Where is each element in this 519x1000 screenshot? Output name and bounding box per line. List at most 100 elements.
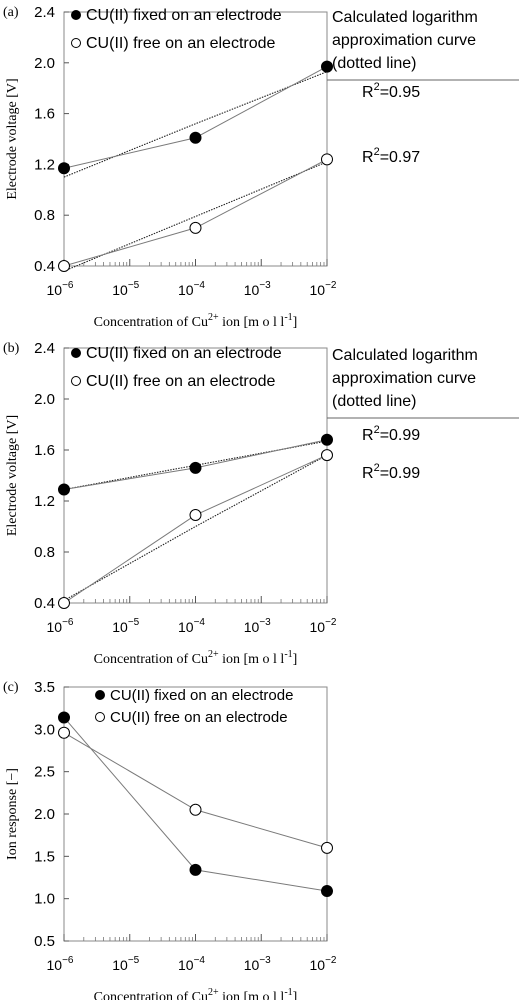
y-tick-label: 2.4 — [34, 340, 55, 357]
y-tick-label: 2.0 — [34, 391, 55, 408]
x-label-text: ion [m o l l — [219, 315, 285, 330]
chart-panel-2: (b)0.40.81.21.62.02.410−6 10−5 10−4 10−3 10−… — [3, 340, 519, 667]
r-squared-base: R — [362, 149, 374, 166]
y-tick-label: 1.5 — [34, 848, 55, 865]
legend-marker-1 — [71, 10, 81, 20]
chart-panel-1: (a)0.40.81.21.62.02.410−6 10−5 10−4 10−3 10−… — [3, 4, 519, 330]
x-label-text: Concentration of Cu — [94, 652, 208, 667]
r-squared-label-2: R2=0.99 — [362, 462, 420, 482]
x-tick-exponent: −5 — [128, 955, 140, 966]
x-tick-exponent: −3 — [259, 617, 271, 628]
x-label-superscript: 2+ — [208, 649, 219, 660]
x-tick-exponent: −5 — [128, 617, 140, 628]
x-tick-label: 10−5 — [112, 617, 139, 635]
data-point-series-2 — [58, 726, 70, 739]
x-tick-exponent: −6 — [62, 617, 74, 628]
x-tick-exponent: −6 — [62, 280, 74, 291]
x-tick-label: 10−3 — [244, 617, 271, 635]
x-tick-label: 10−6 — [47, 617, 74, 635]
x-tick-base: 10 — [310, 957, 326, 973]
x-tick-exponent: −6 — [62, 955, 74, 966]
data-point-series-2 — [321, 449, 333, 462]
legend-label-1: CU(II) fixed on an electrode — [86, 7, 282, 24]
y-tick-label: 1.0 — [34, 891, 55, 908]
series-line-2 — [63, 158, 328, 267]
r-squared-base: R — [362, 427, 374, 444]
fit-line-series-2 — [63, 454, 328, 601]
r-squared-value: =0.99 — [380, 465, 421, 482]
x-tick-base: 10 — [310, 282, 326, 298]
legend-label-2: CU(II) free on an electrode — [110, 709, 288, 726]
series-line-1 — [63, 66, 328, 169]
x-label-superscript: 2+ — [208, 312, 219, 323]
data-point-series-1 — [321, 433, 333, 446]
x-tick-label: 10−2 — [310, 617, 337, 635]
legend-marker-2 — [71, 38, 81, 48]
r-squared-label-1: R2=0.95 — [362, 81, 420, 101]
x-label-superscript: -1 — [284, 987, 292, 998]
x-label-text: Concentration of Cu — [94, 315, 208, 330]
x-tick-label: 10−2 — [310, 280, 337, 298]
x-tick-base: 10 — [112, 957, 128, 973]
r-squared-value: =0.95 — [380, 84, 421, 101]
x-tick-base: 10 — [178, 619, 194, 635]
x-tick-base: 10 — [47, 619, 63, 635]
legend-label-1: CU(II) fixed on an electrode — [110, 687, 293, 704]
r-squared-superscript: 2 — [374, 146, 380, 158]
r-squared-base: R — [362, 465, 374, 482]
x-tick-label: 10−6 — [47, 955, 74, 973]
x-tick-exponent: −2 — [325, 955, 337, 966]
data-point-series-1 — [58, 483, 70, 496]
x-axis-label: Concentration of Cu2+ ion [m o l l-1] — [94, 649, 298, 667]
x-label-text: Concentration of Cu — [94, 990, 208, 1000]
annotation-line-3: (dotted line) — [332, 393, 417, 410]
annotation-line-1: Calculated logarithm — [332, 347, 478, 364]
x-tick-exponent: −4 — [194, 955, 206, 966]
y-axis-label: Ion response [−] — [5, 768, 20, 860]
data-point-series-1 — [58, 711, 70, 724]
x-label-superscript: 2+ — [208, 987, 219, 998]
x-axis-label: Concentration of Cu2+ ion [m o l l-1] — [94, 987, 298, 1000]
data-point-series-2 — [321, 841, 333, 854]
x-label-text: ] — [293, 652, 298, 667]
y-tick-label: 2.4 — [34, 4, 55, 21]
series-line-2 — [63, 732, 328, 849]
x-tick-exponent: −3 — [259, 280, 271, 291]
x-tick-label: 10−4 — [178, 280, 205, 298]
x-axis-label: Concentration of Cu2+ ion [m o l l-1] — [94, 312, 298, 330]
x-label-text: ion [m o l l — [219, 652, 285, 667]
x-tick-base: 10 — [112, 282, 128, 298]
data-point-series-2 — [189, 509, 202, 522]
x-tick-exponent: −4 — [194, 617, 206, 628]
r-squared-label-1: R2=0.99 — [362, 424, 420, 444]
x-tick-label: 10−5 — [112, 955, 139, 973]
x-tick-base: 10 — [310, 619, 326, 635]
x-tick-base: 10 — [244, 957, 260, 973]
data-point-series-2 — [189, 803, 202, 816]
x-tick-label: 10−2 — [310, 955, 337, 973]
y-tick-label: 0.4 — [34, 595, 55, 612]
y-tick-label: 1.6 — [34, 106, 55, 123]
x-tick-exponent: −2 — [325, 280, 337, 291]
data-point-series-2 — [321, 153, 333, 166]
data-point-series-2 — [58, 597, 70, 609]
x-tick-base: 10 — [244, 282, 260, 298]
annotation-line-1: Calculated logarithm — [332, 9, 478, 26]
x-tick-exponent: −4 — [194, 280, 206, 291]
x-tick-base: 10 — [178, 282, 194, 298]
data-point-series-1 — [58, 162, 70, 175]
x-tick-label: 10−5 — [112, 280, 139, 298]
x-tick-exponent: −2 — [325, 617, 337, 628]
y-tick-label: 1.2 — [34, 493, 55, 510]
x-label-text: ] — [293, 315, 298, 330]
fit-line-series-1 — [63, 71, 328, 178]
r-squared-superscript: 2 — [374, 81, 380, 93]
data-point-series-1 — [189, 863, 202, 876]
r-squared-label-2: R2=0.97 — [362, 146, 420, 166]
annotation-line-2: approximation curve — [332, 370, 476, 387]
r-squared-value: =0.99 — [380, 427, 421, 444]
y-tick-label: 0.4 — [34, 258, 55, 275]
legend-marker-2 — [95, 712, 105, 722]
y-axis-label: Electrode voltage [V] — [5, 415, 20, 536]
